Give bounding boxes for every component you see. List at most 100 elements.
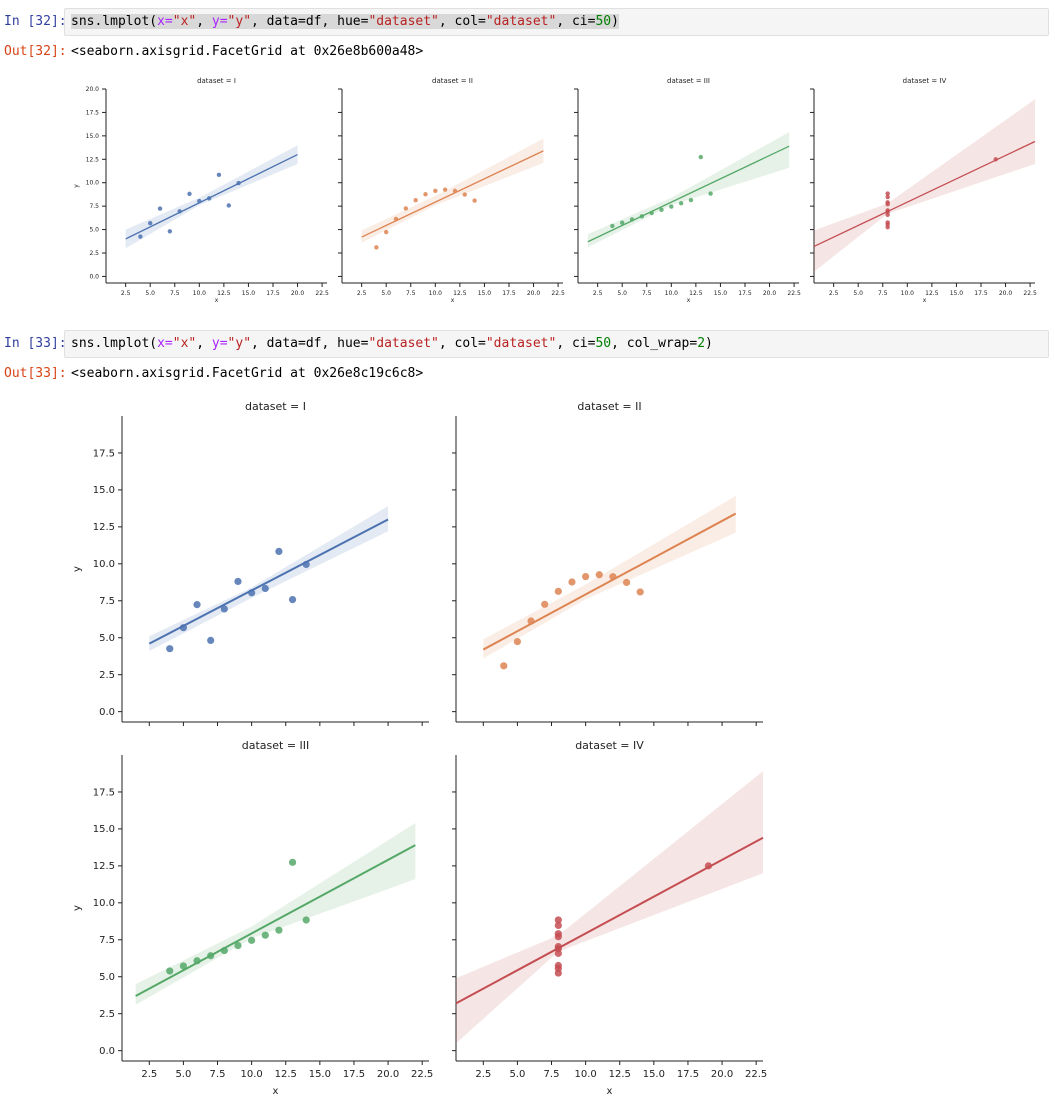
y-tick-label: 17.5 (93, 448, 115, 459)
data-point (220, 946, 228, 955)
panel-title: dataset = III (667, 77, 710, 85)
y-axis-label: y (72, 905, 83, 911)
data-point (885, 209, 890, 215)
code-input[interactable]: sns.lmplot(x="x", y="y", data=df, hue="d… (64, 330, 1049, 358)
data-point (138, 234, 143, 239)
x-tick-label: 10.0 (429, 290, 443, 297)
x-axis-label: x (273, 1086, 279, 1097)
x-tick-label: 15.0 (950, 290, 964, 297)
x-tick-label: 22.5 (1023, 290, 1037, 297)
y-tick-label: 15.0 (93, 485, 115, 496)
x-tick-label: 20.0 (377, 1069, 399, 1080)
facet-panel: dataset = I 0.0 2.5 5.0 7.5 10.0 12.5 15.0 17.5 y (72, 400, 429, 726)
x-tick-label: 20.0 (999, 290, 1013, 297)
panel-title: dataset = II (577, 400, 641, 413)
data-point (636, 588, 644, 596)
panel-title: dataset = I (197, 77, 236, 85)
data-point (220, 605, 228, 613)
data-point (234, 941, 242, 950)
x-tick-label: 12.5 (689, 290, 703, 297)
data-point (649, 210, 654, 216)
x-tick-label: 15.0 (643, 1069, 665, 1080)
y-axis-label: y (73, 184, 80, 188)
x-tick-label: 12.5 (925, 290, 939, 297)
code-input[interactable]: sns.lmplot(x="x", y="y", data=df, hue="d… (64, 8, 1049, 36)
x-axis-label: x (923, 297, 927, 304)
data-point (993, 157, 998, 162)
x-tick-label: 2.5 (475, 1069, 491, 1080)
x-tick-label: 5.0 (853, 290, 863, 297)
regression-line (587, 145, 790, 243)
x-tick-label: 7.5 (406, 290, 416, 297)
code-token: sns.lmplot( (71, 336, 158, 351)
x-tick-label: 15.0 (478, 290, 492, 297)
data-point (261, 584, 269, 593)
data-point (708, 191, 713, 196)
x-tick-label: 12.5 (217, 290, 231, 297)
x-tick-label: 17.5 (974, 290, 988, 297)
facet-panel: dataset = III 0.0 2.5 5.0 7.5 10.0 12.5 15.0 17.… (72, 739, 433, 1097)
code-token: , (196, 336, 212, 351)
code-string: "dataset" (368, 336, 439, 351)
data-point (248, 589, 256, 597)
regression-line (813, 140, 1036, 248)
data-point (207, 636, 215, 644)
data-point (554, 945, 562, 953)
x-tick-label: 5.0 (145, 290, 155, 297)
y-tick-label: 15.0 (93, 824, 115, 835)
data-point (659, 207, 664, 213)
data-point (472, 198, 477, 203)
data-point (166, 967, 174, 975)
x-tick-label: 15.0 (309, 1069, 331, 1080)
x-tick-label: 20.0 (527, 290, 541, 297)
output-text: <seaborn.axisgrid.FacetGrid at 0x26e8c19… (71, 366, 424, 381)
y-tick-label: 12.5 (93, 861, 115, 872)
data-point (179, 962, 187, 970)
data-point (167, 229, 173, 234)
data-point (216, 172, 222, 178)
data-point (166, 645, 174, 653)
regression-line (455, 836, 764, 1005)
code-string: "x" (172, 14, 197, 29)
output-prompt: Out[32]: (4, 44, 67, 59)
x-tick-label: 10.0 (901, 290, 915, 297)
data-point (610, 223, 615, 229)
x-tick-label: 10.0 (665, 290, 679, 297)
input-prompt: In [32]: (4, 14, 67, 29)
data-point (433, 188, 438, 193)
y-tick-label: 12.5 (93, 522, 115, 533)
code-string: "dataset" (485, 14, 557, 29)
y-tick-label: 7.5 (99, 935, 115, 946)
x-tick-label: 2.5 (593, 290, 603, 297)
y-tick-label: 7.5 (99, 596, 115, 607)
x-tick-label: 20.0 (291, 290, 305, 297)
data-point (148, 221, 153, 226)
x-axis-label: x (215, 297, 219, 304)
output-prompt: Out[33]: (4, 366, 67, 381)
data-point (442, 187, 448, 192)
data-point (885, 200, 890, 205)
x-tick-label: 17.5 (266, 290, 280, 297)
regression-line (148, 518, 389, 645)
data-point (554, 916, 562, 924)
x-tick-label: 10.0 (240, 1069, 262, 1080)
x-tick-label: 20.0 (711, 1069, 733, 1080)
data-point (698, 154, 703, 160)
x-tick-label: 7.5 (170, 290, 180, 297)
data-point (554, 587, 562, 595)
data-point (669, 204, 674, 209)
code-string: "y" (227, 336, 252, 351)
data-point (554, 930, 562, 938)
x-tick-label: 12.5 (453, 290, 467, 297)
data-point (193, 601, 201, 609)
data-point (568, 578, 576, 586)
x-tick-label: 22.5 (787, 290, 801, 297)
x-axis-label: x (607, 1086, 613, 1097)
data-point (413, 197, 418, 203)
code-string: "y" (227, 14, 252, 29)
data-point (513, 637, 522, 646)
code-token: , ci= (556, 14, 596, 29)
y-tick-label: 7.5 (89, 203, 99, 210)
code-number: 50 (595, 336, 612, 351)
data-point (403, 206, 409, 211)
